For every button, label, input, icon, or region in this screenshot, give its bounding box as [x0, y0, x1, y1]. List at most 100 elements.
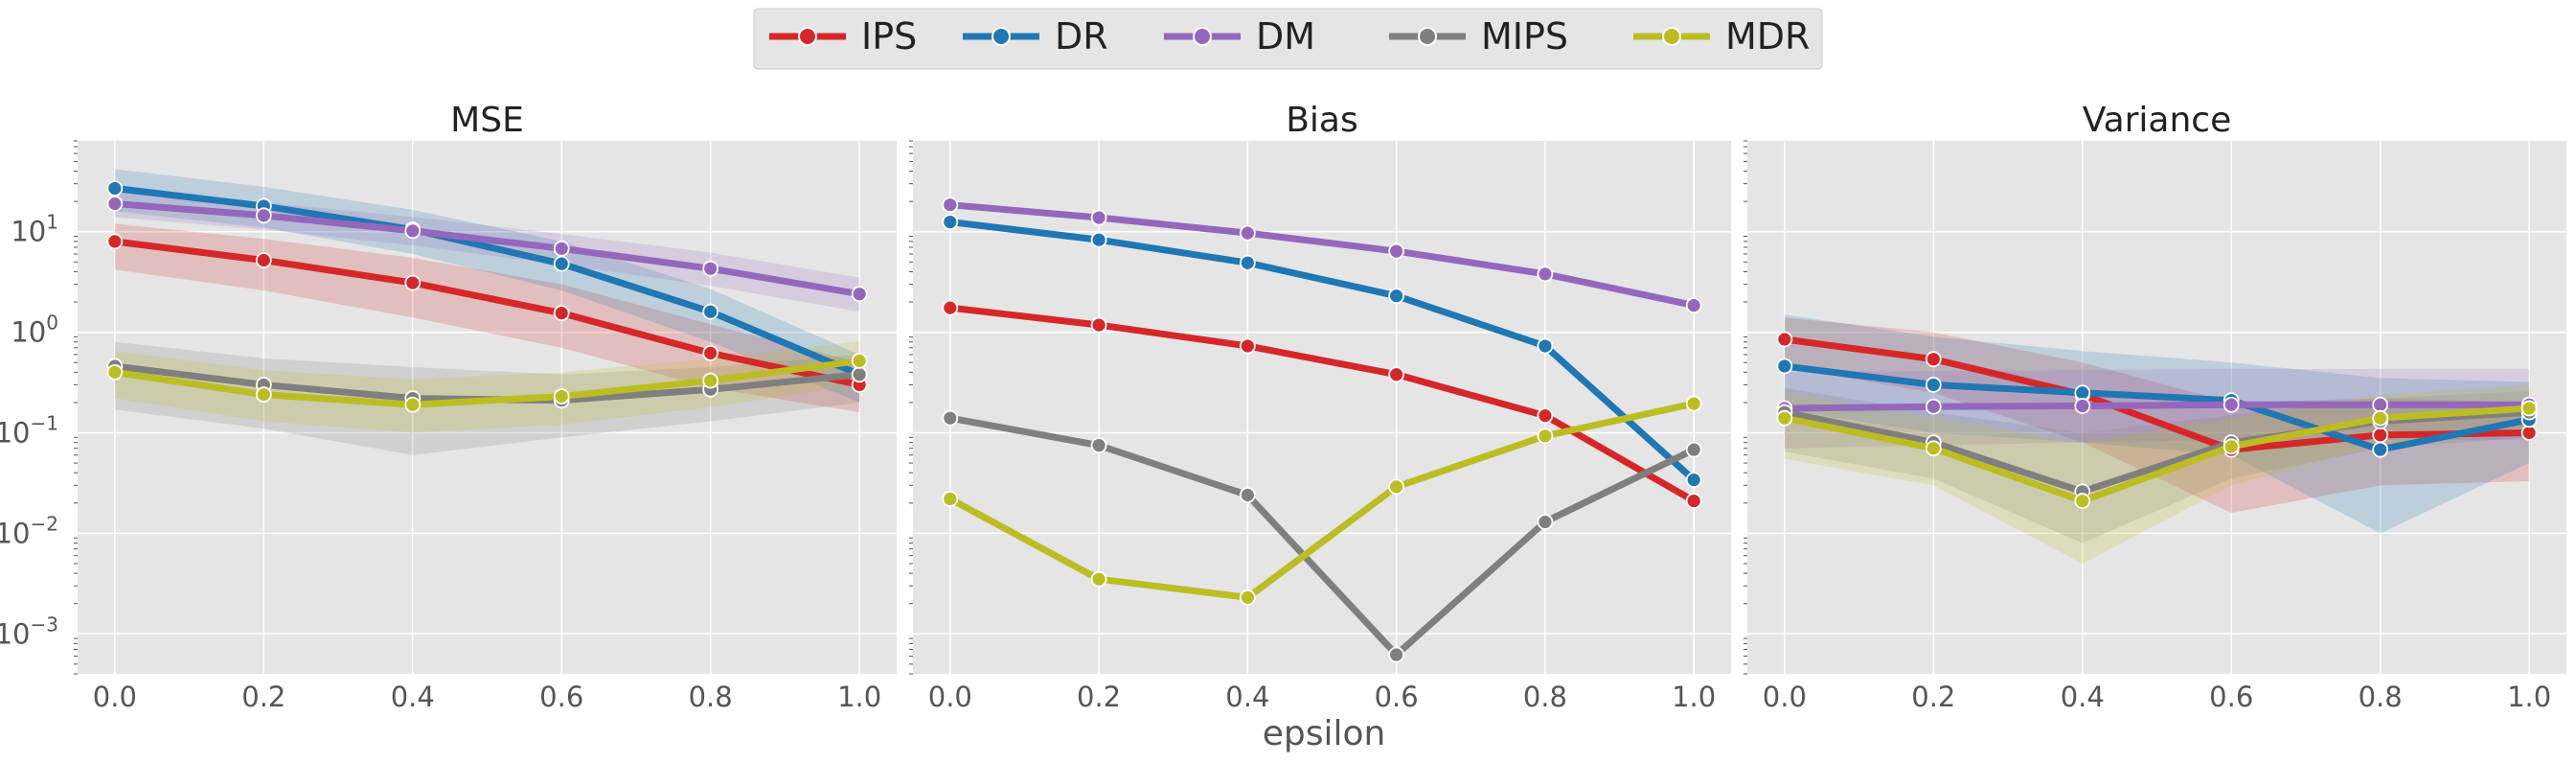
point-dm: [106, 196, 124, 212]
point-mdr: [942, 491, 959, 507]
x-tick-label: 0.8: [1523, 681, 1567, 713]
x-tick-label: 0.6: [2209, 681, 2253, 713]
y-tick-exponent: −1: [31, 411, 58, 434]
series-line-mdr: [948, 400, 1695, 601]
x-tick-label: 0.2: [241, 681, 285, 713]
legend-label-ips: IPS: [861, 15, 917, 58]
point-mdr: [2520, 400, 2538, 417]
point-dr: [1685, 472, 1702, 489]
panel-bias: Bias 0.0 0.2 0.4 0.6 0.8 1.0: [909, 101, 1731, 713]
point-mdr: [1388, 478, 1405, 496]
point-dr: [1388, 288, 1405, 305]
x-tick-label: 1.0: [837, 681, 881, 713]
point-mdr: [2372, 409, 2389, 427]
x-tick-label: 1.0: [2507, 681, 2551, 713]
y-tick-label: 101: [11, 211, 58, 248]
point-dr: [1537, 337, 1554, 355]
panel-variance: Variance 0.0 0.2 0.4 0.6 0.8 1.0: [1744, 101, 2566, 713]
legend-marker-mips: [1418, 27, 1437, 46]
point-mdr: [702, 372, 719, 389]
x-tick-label: 0.0: [1763, 681, 1807, 713]
point-dm: [851, 286, 868, 303]
point-mdr: [255, 386, 272, 404]
point-dm: [1388, 243, 1405, 260]
point-dm: [255, 207, 272, 224]
point-ips: [1685, 493, 1702, 509]
x-tick-label: 0.2: [1911, 681, 1955, 713]
point-ips: [1239, 337, 1256, 355]
point-ips: [1537, 407, 1554, 425]
panel-title-variance: Variance: [2083, 101, 2232, 140]
point-mips: [1537, 514, 1554, 530]
point-ips: [404, 274, 422, 291]
point-dm: [1090, 209, 1107, 226]
series-line-ips: [1784, 335, 2530, 453]
point-dr: [2074, 384, 2091, 402]
point-ips: [1925, 351, 1942, 368]
point-mdr: [1090, 570, 1107, 588]
band-ips: [114, 223, 860, 413]
point-dm: [553, 240, 570, 257]
point-dr: [1776, 358, 1793, 375]
x-tick-label: 0.0: [93, 681, 137, 713]
series-line-mdr: [1784, 405, 2530, 505]
point-mdr: [1925, 440, 1942, 457]
point-dm: [404, 222, 422, 240]
point-dr: [553, 255, 570, 272]
point-dm: [2372, 396, 2389, 413]
panel-title-bias: Bias: [1286, 101, 1358, 140]
x-tick-label: 0.8: [2359, 681, 2403, 713]
point-dr: [2372, 441, 2389, 458]
point-dm: [2074, 398, 2091, 414]
series-line-dm: [114, 199, 860, 298]
point-dm: [1537, 266, 1554, 283]
legend-marker-dr: [992, 27, 1011, 46]
point-ips: [106, 233, 124, 250]
point-mips: [1685, 441, 1702, 458]
y-tick-exponent: 0: [46, 312, 58, 335]
point-mdr: [553, 388, 570, 405]
y-tick-exponent: −3: [31, 613, 58, 636]
y-tick-label: 100: [11, 312, 58, 349]
point-mdr: [2223, 438, 2240, 455]
y-tick-exponent: −2: [31, 512, 58, 535]
series-line-dm: [949, 201, 1695, 310]
x-tick-label: 0.8: [689, 681, 733, 713]
panel-background-mse: [78, 141, 897, 674]
point-dm: [1239, 224, 1256, 242]
point-mdr: [851, 352, 868, 369]
x-tick-label: 0.0: [928, 681, 972, 713]
point-dm: [2223, 396, 2240, 413]
x-tick-label: 0.2: [1077, 681, 1121, 713]
x-tick-label: 0.4: [1225, 681, 1269, 713]
series-line-dm: [1784, 401, 2530, 412]
y-tick-exponent: 1: [46, 211, 58, 234]
series-line-mips: [949, 414, 1696, 659]
legend-marker-ips: [798, 27, 817, 46]
point-ips: [1388, 366, 1405, 383]
y-tick-label: 10−3: [0, 613, 58, 650]
point-dm: [942, 197, 959, 214]
series-line-dr: [114, 185, 861, 378]
x-tick-label: 1.0: [1672, 681, 1716, 713]
point-ips: [255, 252, 272, 268]
point-ips: [1776, 331, 1793, 348]
point-mdr: [106, 363, 124, 381]
panel-background-bias: [913, 141, 1731, 674]
point-mdr: [404, 396, 422, 413]
point-dr: [702, 303, 719, 320]
series-line-mdr: [114, 357, 860, 408]
legend-label-dm: DM: [1256, 15, 1315, 58]
x-tick-label: 0.4: [391, 681, 435, 713]
legend-label-mdr: MDR: [1725, 15, 1810, 58]
point-mdr: [1685, 395, 1702, 412]
point-mips: [851, 366, 868, 383]
legend-label-mips: MIPS: [1481, 15, 1568, 58]
point-mips: [1388, 646, 1405, 663]
point-mdr: [1537, 428, 1554, 445]
legend: IPS DR DM MIPS MDR: [753, 8, 1823, 70]
